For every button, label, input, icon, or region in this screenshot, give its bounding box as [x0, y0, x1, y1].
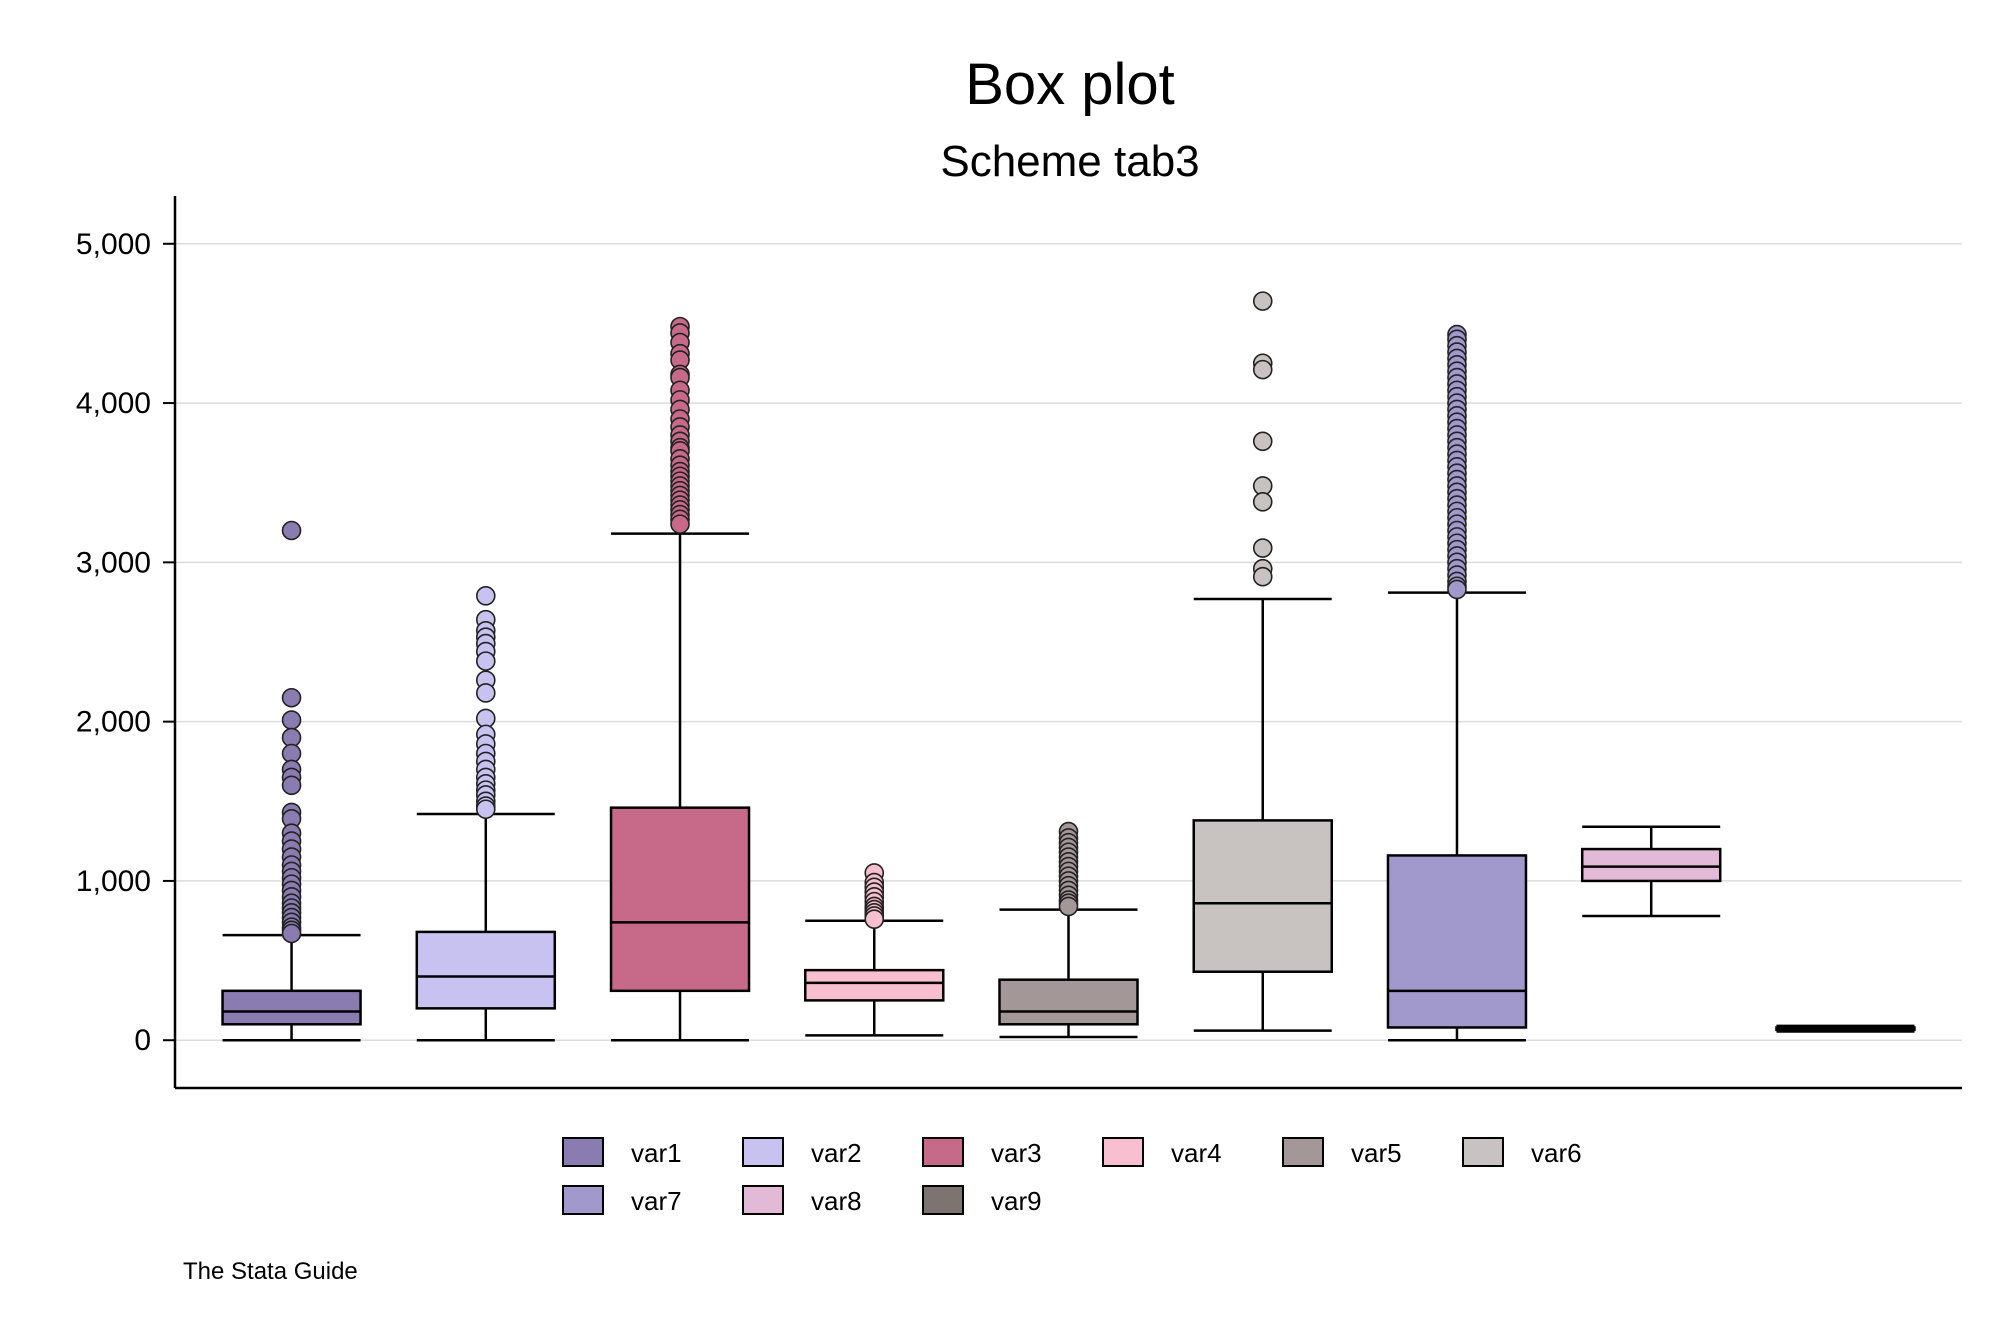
- legend-item-var2: var2: [742, 1137, 862, 1168]
- y-tick-label: 5,000: [76, 228, 151, 261]
- legend-label: var2: [811, 1138, 862, 1168]
- box-iqr: [1580, 847, 1722, 883]
- outlier-point: [1252, 431, 1273, 452]
- outlier-point: [864, 909, 885, 929]
- y-axis: 0 1,000 2,000 3,000 4,000 5,000: [76, 196, 177, 1088]
- outlier-point: [475, 651, 496, 671]
- legend-item-var8: var8: [742, 1185, 862, 1216]
- box-iqr: [1386, 854, 1528, 1029]
- legend-label: var3: [991, 1138, 1042, 1168]
- box-iqr: [1192, 819, 1333, 973]
- box-iqr: [609, 806, 751, 993]
- legend-swatch: [742, 1137, 784, 1167]
- outlier-point: [281, 687, 302, 708]
- legend-item-var9: var9: [922, 1185, 1042, 1216]
- legend-item-var5: var5: [1282, 1137, 1402, 1168]
- outlier-point: [281, 520, 302, 541]
- box-var5: [998, 821, 1139, 1039]
- box-var4: [804, 863, 945, 1037]
- box-iqr: [415, 930, 557, 1010]
- legend-swatch: [922, 1137, 964, 1167]
- y-tick-label: 1,000: [76, 865, 151, 898]
- box-var1: [221, 520, 362, 1042]
- box-var2: [415, 586, 557, 1042]
- legend-label: var8: [811, 1186, 862, 1216]
- y-tick-label: 2,000: [76, 706, 151, 739]
- chart-subtitle: Scheme tab3: [940, 137, 1199, 186]
- legend-label: var9: [991, 1186, 1042, 1216]
- outlier-point: [475, 683, 496, 703]
- legend-label: var4: [1171, 1138, 1222, 1168]
- legend-swatch: [1102, 1137, 1144, 1167]
- outlier-point: [1447, 579, 1467, 600]
- outlier-point: [281, 710, 302, 730]
- outlier-point: [1252, 359, 1273, 380]
- outlier-point: [1252, 492, 1273, 512]
- legend-item-var7: var7: [562, 1185, 682, 1216]
- box-series: [221, 291, 1916, 1042]
- legend-label: var7: [631, 1186, 682, 1216]
- y-tick-label: 4,000: [76, 387, 151, 420]
- legend-item-var6: var6: [1462, 1137, 1582, 1168]
- legend: var1 var2 var3 var4 var5 var6 var7 var8 var9: [562, 1137, 1582, 1216]
- legend-swatch: [562, 1137, 604, 1167]
- outlier-point: [670, 514, 690, 534]
- outlier-point: [1252, 538, 1273, 558]
- outlier-point: [1252, 566, 1273, 587]
- outlier-point: [475, 586, 496, 606]
- box-iqr: [804, 968, 945, 1002]
- box-var3: [609, 316, 751, 1042]
- y-tick-label: 3,000: [76, 546, 151, 579]
- legend-label: var6: [1531, 1138, 1582, 1168]
- legend-swatch: [1282, 1137, 1324, 1167]
- legend-swatch: [922, 1185, 964, 1215]
- box-iqr: [998, 978, 1139, 1026]
- box-var6: [1192, 291, 1333, 1032]
- legend-label: var5: [1351, 1138, 1402, 1168]
- legend-swatch: [562, 1185, 604, 1215]
- legend-item-var3: var3: [922, 1137, 1042, 1168]
- outlier-point: [1252, 291, 1273, 311]
- box-var7: [1386, 324, 1528, 1042]
- legend-item-var4: var4: [1102, 1137, 1222, 1168]
- legend-swatch: [742, 1185, 784, 1215]
- outlier-point: [475, 799, 496, 820]
- outlier-point: [281, 923, 302, 944]
- box-var8: [1580, 825, 1722, 918]
- box-iqr: [221, 989, 362, 1026]
- outlier-point: [281, 775, 302, 796]
- outlier-point: [1058, 896, 1079, 917]
- legend-item-var1: var1: [562, 1137, 682, 1168]
- chart-note: The Stata Guide: [183, 1258, 358, 1285]
- legend-label: var1: [631, 1138, 682, 1168]
- grid-lines: [175, 243, 1962, 1041]
- y-tick-label: 0: [134, 1024, 151, 1057]
- legend-swatch: [1462, 1137, 1504, 1167]
- chart-title: Box plot: [965, 52, 1175, 117]
- box-var9: [1775, 1024, 1916, 1033]
